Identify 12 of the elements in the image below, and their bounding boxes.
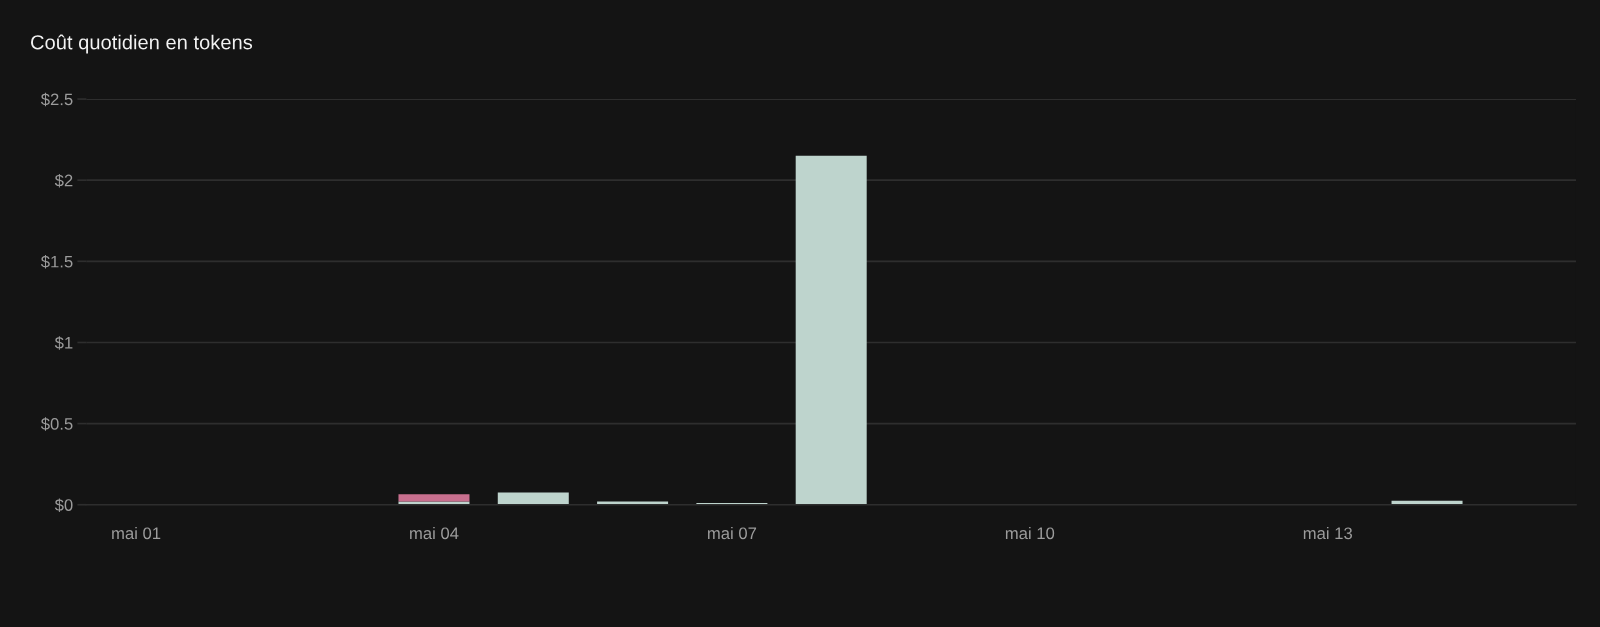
x-tick-label: mai 10	[1005, 526, 1055, 540]
x-tick-label: mai 01	[112, 526, 161, 540]
x-tick-label: mai 07	[707, 526, 757, 540]
chart-title: Coût quotidien en tokens	[31, 34, 253, 54]
y-tick-label: $1.5	[40, 255, 73, 269]
y-tick-label: $1	[54, 336, 73, 350]
y-tick-label: $0	[54, 498, 73, 512]
y-tick-label: $0.5	[40, 417, 73, 431]
x-tick-label: mai 04	[410, 526, 459, 540]
x-tick-label: mai 13	[1303, 526, 1353, 540]
y-tick-label: $2	[54, 173, 73, 188]
y-tick-label: $2.5	[40, 92, 73, 107]
